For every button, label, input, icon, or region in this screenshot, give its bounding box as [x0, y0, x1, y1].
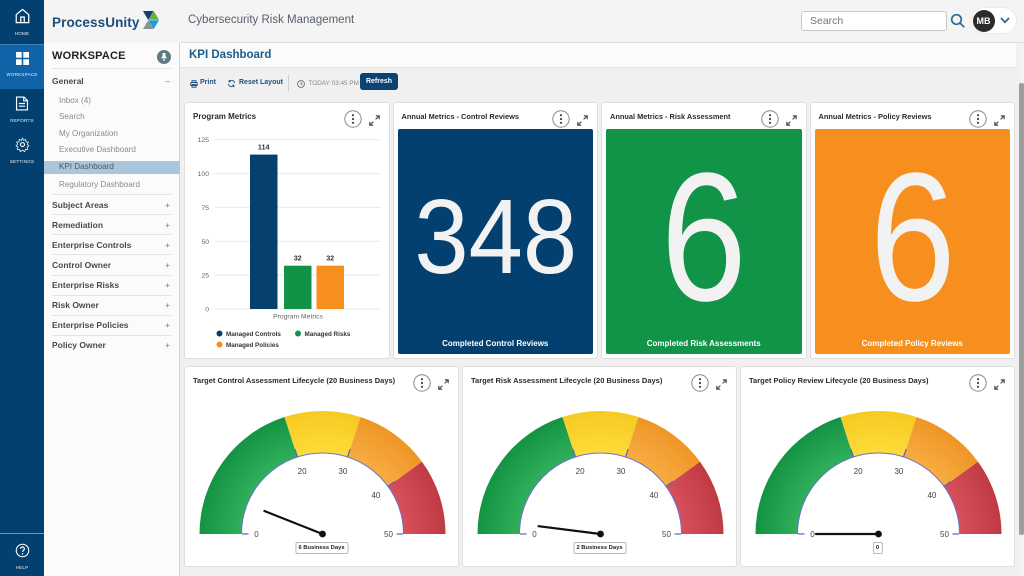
svg-text:Managed Risks: Managed Risks	[305, 331, 351, 338]
svg-text:30: 30	[338, 467, 347, 476]
svg-text:20: 20	[854, 467, 863, 476]
svg-text:0: 0	[810, 530, 815, 539]
svg-text:30: 30	[616, 467, 625, 476]
svg-text:40: 40	[927, 491, 936, 500]
svg-text:100: 100	[198, 171, 210, 178]
svg-text:0: 0	[254, 530, 259, 539]
svg-text:0: 0	[532, 530, 537, 539]
svg-text:50: 50	[384, 530, 393, 539]
svg-text:20: 20	[298, 467, 307, 476]
svg-text:32: 32	[294, 254, 302, 263]
svg-text:50: 50	[940, 530, 949, 539]
svg-text:114: 114	[258, 143, 270, 152]
svg-text:20: 20	[576, 467, 585, 476]
svg-text:Managed Controls: Managed Controls	[226, 331, 281, 338]
svg-text:0: 0	[205, 307, 209, 314]
svg-text:32: 32	[326, 254, 334, 263]
svg-text:125: 125	[198, 137, 210, 144]
svg-text:25: 25	[201, 273, 209, 280]
svg-text:50: 50	[662, 530, 671, 539]
svg-text:75: 75	[201, 205, 209, 212]
svg-text:50: 50	[201, 239, 209, 246]
svg-text:40: 40	[371, 491, 380, 500]
svg-text:40: 40	[649, 491, 658, 500]
svg-text:30: 30	[894, 467, 903, 476]
svg-text:Program Metrics: Program Metrics	[273, 314, 323, 321]
svg-text:Managed Policies: Managed Policies	[226, 342, 279, 349]
